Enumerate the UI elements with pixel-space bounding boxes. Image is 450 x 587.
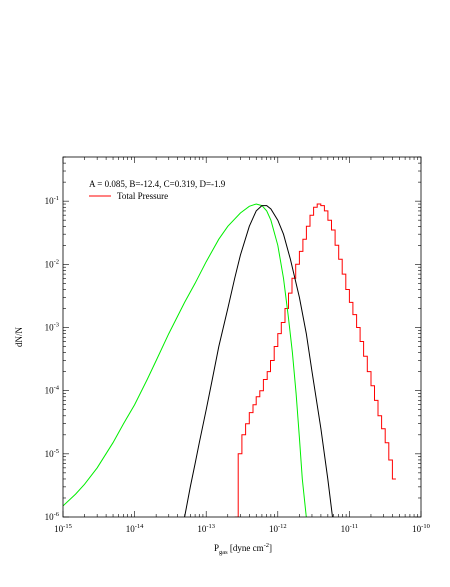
y-tick-label-base: 10 — [45, 449, 55, 459]
y-tick-label-base: 10 — [45, 259, 55, 269]
y-tick-label-exponent: -4 — [54, 385, 60, 392]
axis-ticks — [62, 156, 422, 518]
x-axis-title-superscript: -2 — [264, 542, 269, 549]
x-tick-label: 10-13 — [197, 523, 215, 534]
x-tick-label-exponent: -11 — [350, 523, 358, 530]
x-axis-title-middle: [dyne cm — [228, 543, 264, 553]
x-tick-label-exponent: -15 — [63, 523, 72, 530]
series-line-1 — [63, 203, 307, 517]
y-tick-label-exponent: -5 — [54, 448, 59, 455]
y-tick-label: 10-1 — [45, 195, 59, 206]
y-tick-label-base: 10 — [45, 512, 55, 522]
series-line-2 — [184, 205, 333, 517]
x-tick-label-exponent: -14 — [135, 523, 144, 530]
y-tick-label-exponent: -3 — [54, 321, 59, 328]
x-tick-label-exponent: -13 — [206, 523, 215, 530]
plot-frame — [62, 156, 422, 518]
x-tick-label-base: 10 — [197, 524, 207, 534]
axis-tick-labels: 10-15 10-14 10-13 10-12 10-11 10-1010-610-510… — [45, 195, 430, 534]
y-tick-label: 10-5 — [45, 448, 59, 459]
y-tick-label-base: 10 — [45, 322, 55, 332]
x-axis-title-suffix: ] — [269, 543, 272, 553]
series-layer — [63, 203, 396, 517]
x-tick-label: 10-10 — [412, 523, 430, 534]
x-tick-label-base: 10 — [54, 524, 64, 534]
series-line-0 — [234, 203, 396, 517]
y-tick-label: 10-6 — [45, 511, 60, 522]
x-tick-label: 10-11 — [341, 523, 358, 534]
x-tick-label-exponent: -10 — [421, 523, 430, 530]
y-tick-label: 10-4 — [45, 385, 60, 396]
y-tick-label-base: 10 — [45, 196, 55, 206]
x-axis-title: Pgas [dyne cm-2] — [214, 542, 272, 556]
y-tick-label-base: 10 — [45, 386, 55, 396]
y-axis-title: dN/N — [14, 327, 24, 348]
x-axis-title-subscript: gas — [219, 549, 228, 556]
x-tick-label-base: 10 — [341, 524, 351, 534]
x-tick-label: 10-12 — [269, 523, 287, 534]
x-axis-title-prefix: P — [214, 543, 219, 553]
y-tick-label-exponent: -2 — [54, 258, 59, 265]
x-tick-label-base: 10 — [126, 524, 136, 534]
y-tick-label: 10-2 — [45, 258, 59, 269]
legend-label-total-pressure: Total Pressure — [117, 191, 168, 201]
x-tick-label-base: 10 — [269, 524, 279, 534]
x-tick-label: 10-14 — [126, 523, 144, 534]
y-tick-label: 10-3 — [45, 321, 59, 332]
x-tick-label-exponent: -12 — [278, 523, 287, 530]
x-tick-label: 10-15 — [54, 523, 72, 534]
annotation-text: A = 0.085, B=-12.4, C=0.319, D=-1.9 — [89, 179, 226, 189]
y-tick-label-exponent: -6 — [54, 511, 60, 518]
x-tick-label-base: 10 — [412, 524, 422, 534]
y-tick-label-exponent: -1 — [54, 195, 59, 202]
